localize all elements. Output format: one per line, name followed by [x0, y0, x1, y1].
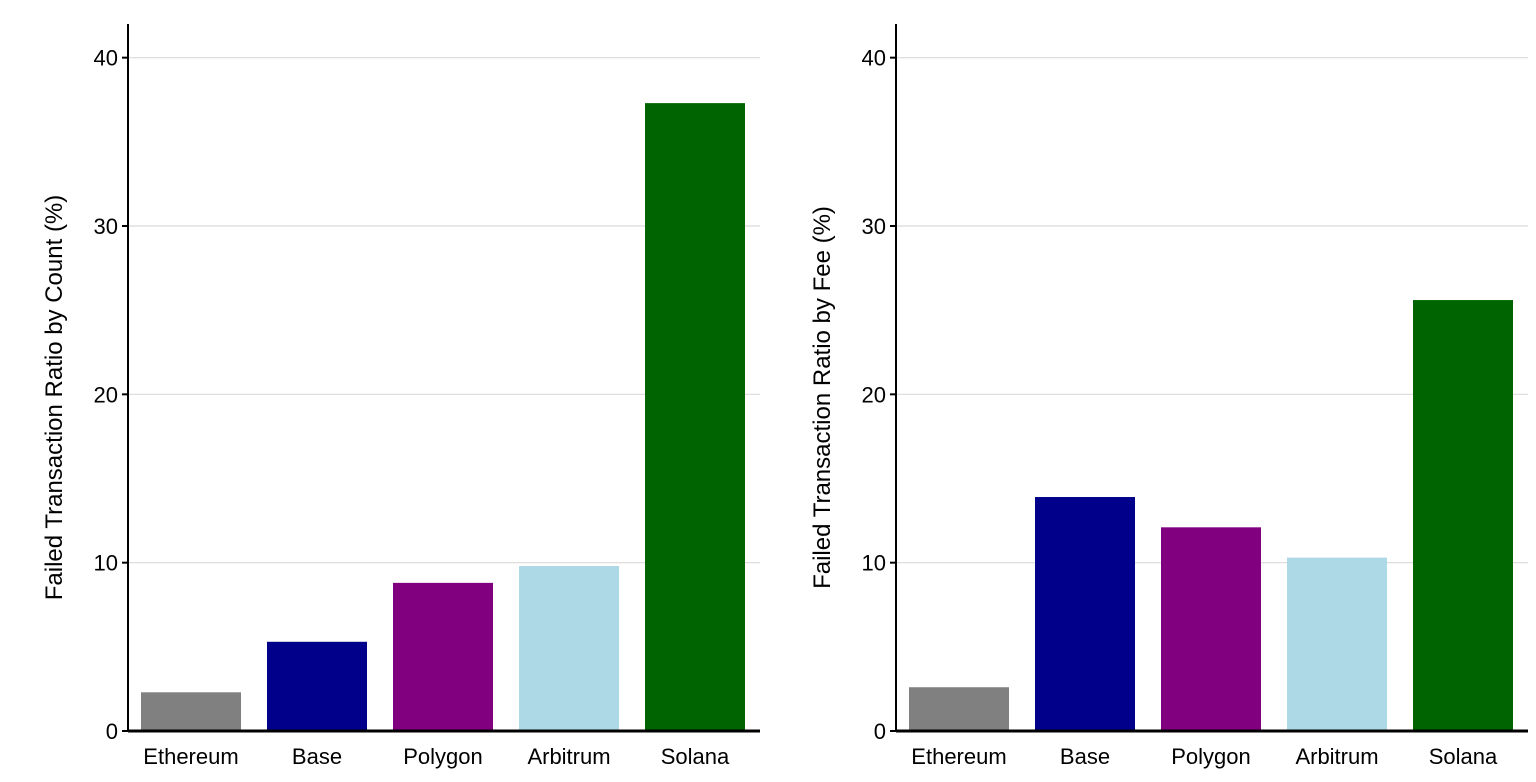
y-tick-label: 30 [862, 214, 886, 239]
x-tick-label: Base [1060, 744, 1110, 769]
x-tick-label: Solana [661, 744, 730, 769]
bar-base [1035, 497, 1135, 731]
bar-chart-fee: 0 10 20 30 40 Ethereum Base Polygon Arbitrum Sola… [809, 24, 1528, 769]
x-tick-label: Arbitrum [1295, 744, 1378, 769]
bar-base [267, 641, 367, 731]
bar-solana [645, 103, 745, 731]
y-tick-label: 40 [862, 46, 886, 71]
x-tick-label: Solana [1429, 744, 1498, 769]
bar-arbitrum [519, 566, 619, 731]
bar-arbitrum [1287, 557, 1387, 731]
y-tick-label: 20 [94, 382, 118, 407]
bar-ethereum [909, 687, 1009, 731]
x-tick-label: Ethereum [911, 744, 1006, 769]
y-tick-label: 40 [94, 46, 118, 71]
y-tick-label: 10 [862, 551, 886, 576]
x-tick-label: Polygon [1171, 744, 1251, 769]
bar-solana [1413, 300, 1513, 731]
bar-polygon [1161, 527, 1261, 731]
x-tick-label: Arbitrum [527, 744, 610, 769]
chart-panel-fee: 0 10 20 30 40 Ethereum Base Polygon Arbitrum Sola… [768, 0, 1536, 782]
y-tick-label: 0 [106, 719, 118, 744]
y-axis-title: Failed Transaction Ratio by Count (%) [41, 195, 68, 601]
bar-chart-count: 0 10 20 30 40 Ethereum Base Polygon Arbitrum Sola… [41, 24, 760, 769]
x-tick-label: Base [292, 744, 342, 769]
y-axis-title: Failed Transaction Ratio by Fee (%) [809, 206, 836, 589]
y-tick-label: 10 [94, 551, 118, 576]
y-tick-label: 0 [874, 719, 886, 744]
x-tick-label: Polygon [403, 744, 483, 769]
bar-ethereum [141, 692, 241, 731]
chart-panel-count: 0 10 20 30 40 Ethereum Base Polygon Arbitrum Sola… [41, 24, 760, 769]
x-tick-label: Ethereum [143, 744, 238, 769]
y-tick-label: 20 [862, 382, 886, 407]
y-tick-label: 30 [94, 214, 118, 239]
bar-polygon [393, 582, 493, 731]
